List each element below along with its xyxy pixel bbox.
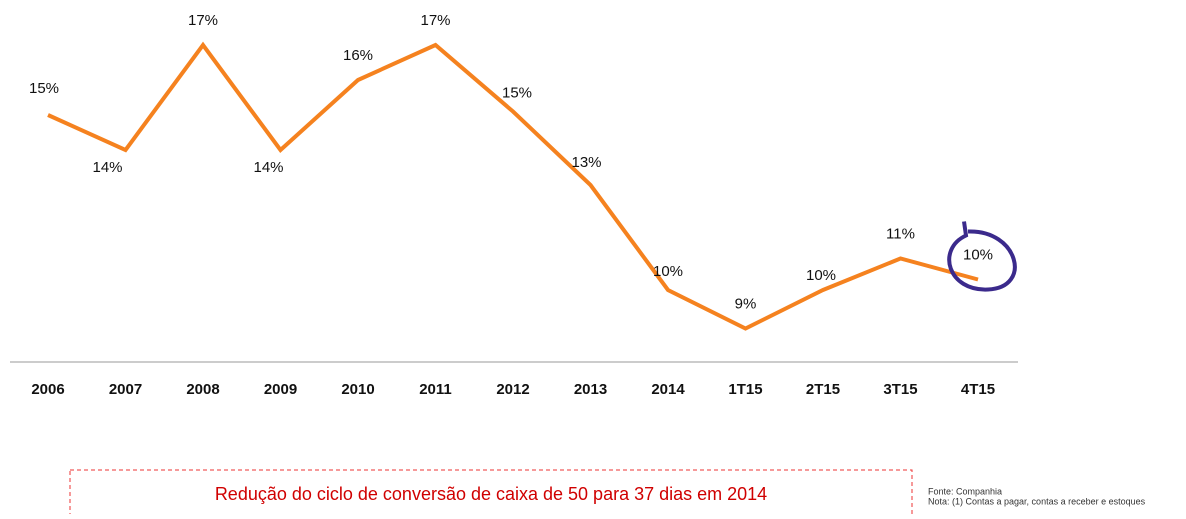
value-label: 13%: [571, 154, 601, 171]
highlight-circle: [947, 221, 1017, 292]
x-tick-label: 1T15: [728, 381, 762, 398]
value-label: 15%: [502, 84, 532, 101]
value-label: 10%: [653, 263, 683, 280]
note: Nota: (1) Contas a pagar, contas a receb…: [928, 496, 1146, 506]
source: Fonte: Companhia: [928, 486, 1002, 496]
value-label: 10%: [963, 246, 993, 263]
value-label: 16%: [343, 47, 373, 64]
value-label: 11%: [886, 225, 915, 242]
value-label: 14%: [253, 159, 283, 176]
x-tick-label: 2010: [341, 381, 374, 398]
value-label: 14%: [92, 159, 122, 176]
x-tick-label: 3T15: [883, 381, 917, 398]
x-tick-label: 2007: [109, 381, 142, 398]
x-tick-label: 2011: [419, 381, 452, 398]
value-label: 10%: [806, 267, 836, 284]
value-label: 17%: [420, 12, 450, 29]
value-label: 15%: [29, 80, 59, 97]
x-tick-label: 4T15: [961, 381, 995, 398]
x-tick-label: 2T15: [806, 381, 840, 398]
annotation-box: [69, 469, 913, 519]
annotation: Redução do ciclo de conversão de caixa d…: [215, 484, 767, 504]
x-tick-label: 2008: [186, 381, 219, 398]
x-tick-label: 2013: [574, 381, 607, 398]
x-tick-label: 2014: [651, 381, 685, 398]
value-label: 9%: [735, 295, 757, 312]
data-line: [47, 41, 979, 331]
x-tick-label: 2006: [31, 381, 64, 398]
x-tick-label: 2012: [496, 381, 529, 398]
x-tick-label: 2009: [264, 381, 297, 398]
value-label: 17%: [188, 12, 218, 29]
